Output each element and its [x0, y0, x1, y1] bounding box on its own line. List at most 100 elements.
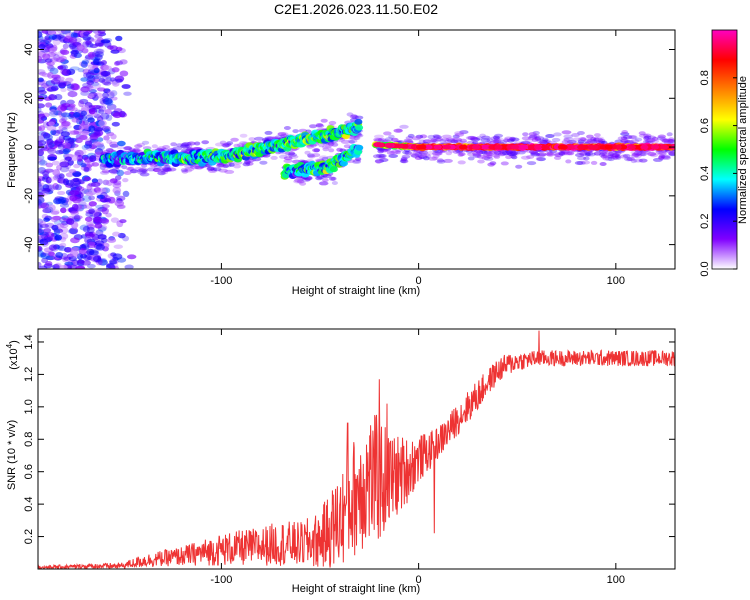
spectrogram-cell	[74, 149, 84, 157]
spectrogram-cell	[575, 153, 585, 158]
spectrogram-cell	[331, 181, 338, 185]
spectrogram-cell	[535, 156, 543, 161]
spectrogram-cell	[94, 216, 101, 223]
spectrogram-cell	[66, 68, 76, 75]
spectrogram-cell	[395, 128, 403, 133]
spectrogram-cell	[638, 131, 646, 136]
spectrogram-cell	[134, 144, 143, 149]
spectrogram-cell	[666, 132, 673, 137]
spectrogram-cell	[579, 151, 587, 156]
spectrogram-cell	[586, 134, 594, 139]
spectrogram-cell	[87, 51, 96, 58]
spectrogram-cell	[88, 89, 97, 94]
spectrogram-cell	[109, 77, 116, 82]
spectrogram-cell	[40, 146, 50, 152]
spectrogram-cell	[411, 136, 422, 141]
spectrogram-cell	[633, 158, 644, 163]
spectrogram-cell	[64, 261, 74, 266]
spectrogram-cell	[486, 154, 493, 159]
spectrogram-cell	[254, 136, 264, 141]
spectrogram-cell	[95, 204, 105, 209]
spectrogram-cell	[483, 150, 492, 155]
spectrogram-cell	[38, 246, 42, 252]
spectrogram-cell	[607, 152, 615, 156]
spectrogram-cell	[85, 220, 95, 227]
spectrogram-cell	[62, 148, 70, 155]
spectrogram-cell	[49, 47, 57, 52]
spectrogram-cell	[85, 191, 94, 197]
spectrogram-cell	[340, 139, 351, 144]
snr-x-axis-title: Height of straight line (km)	[292, 583, 420, 595]
spectrogram-cell	[418, 152, 427, 157]
x-tick-label: 100	[607, 275, 625, 287]
spectrogram-cell	[373, 137, 383, 142]
spectrogram-cell	[346, 112, 354, 117]
snr-frame	[37, 328, 676, 570]
spectrogram-cell	[69, 130, 80, 135]
spectrogram-cell	[101, 237, 108, 243]
spectrogram-cell	[640, 144, 649, 150]
spectrogram-cell	[97, 259, 108, 266]
spectrogram-cell	[428, 156, 438, 161]
spectrogram-cell	[86, 160, 95, 167]
snr-series	[38, 330, 675, 569]
spectrogram-cell	[481, 150, 488, 155]
spectrogram-cell	[122, 177, 129, 183]
spectrogram-cell	[242, 162, 251, 167]
spectrogram-cell	[108, 169, 119, 174]
spectrogram-cell	[117, 232, 126, 239]
spectrogram-cell	[319, 155, 329, 160]
spectrogram-cell	[283, 159, 293, 163]
spectrogram-cell	[432, 151, 442, 156]
spectrogram-cell	[349, 114, 359, 119]
spectrogram-cell	[80, 162, 87, 168]
spectrogram-cell	[72, 247, 79, 252]
spectrogram-cell	[69, 194, 78, 202]
spectrogram-cell	[82, 34, 92, 41]
spectrogram-cell	[329, 166, 338, 173]
spectrogram-cell	[100, 188, 107, 193]
spectrogram-cell	[91, 51, 100, 58]
spectrogram-cell	[657, 151, 667, 156]
spectrogram-cell	[480, 138, 491, 143]
spectrogram-cell	[58, 118, 67, 124]
spectrogram-cell	[109, 45, 118, 51]
spectrogram-cell	[506, 138, 515, 143]
x-tick-label: 0	[416, 574, 422, 586]
spectrogram-cell	[586, 138, 597, 143]
spectrogram-cell	[147, 167, 156, 172]
spectrogram-cell	[70, 50, 78, 57]
spectrogram-cell	[75, 186, 85, 192]
spectrogram-cell	[646, 138, 656, 143]
spectrogram-cell	[119, 219, 127, 224]
spectrogram-cell	[390, 149, 401, 154]
spectrogram-cell	[51, 160, 60, 166]
spectrogram-cell	[126, 254, 137, 260]
spectrogram-cell	[639, 152, 647, 157]
spectrogram-cell	[657, 134, 666, 139]
y-tick-label: 0	[23, 144, 35, 150]
spectrogram-cell	[288, 151, 296, 156]
spectrogram-cell	[184, 167, 195, 172]
spectrogram-cell	[116, 204, 126, 209]
spectrogram-cell	[47, 30, 56, 35]
spectrogram-cell	[93, 132, 102, 137]
spectrogram-cell	[264, 136, 274, 141]
spectrogram-cell	[88, 125, 96, 133]
spectrogram-cell	[583, 156, 590, 161]
spectrogram-cell	[233, 164, 241, 169]
spectrogram-cell	[493, 151, 503, 156]
spectrogram-cell	[67, 90, 78, 98]
snr-y-multiplier: (x104)	[5, 340, 20, 370]
spectrogram-cell	[94, 51, 104, 58]
spectrogram-cell	[596, 136, 605, 141]
spectrogram-cell	[40, 202, 50, 209]
spectrogram-cell	[112, 253, 123, 260]
spectrogram-cell	[69, 227, 79, 235]
spectrogram-cell	[563, 134, 574, 139]
spectrogram-cell	[292, 129, 299, 134]
spectrogram-cell	[194, 141, 201, 146]
spectrogram-cell	[46, 61, 55, 66]
spectrogram-cell	[75, 265, 86, 269]
spectrogram-cell	[593, 139, 601, 144]
